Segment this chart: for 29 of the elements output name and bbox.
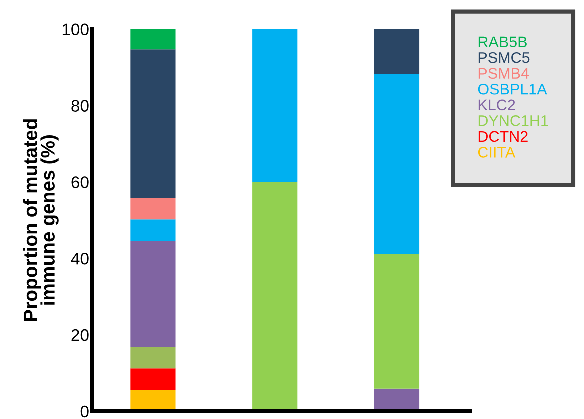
bar (374, 74, 420, 254)
y-tick-label: 100 (62, 24, 89, 36)
text: DYNC1H1 (478, 116, 548, 126)
bar (130, 241, 176, 348)
y-tick-label: 80 (72, 100, 89, 112)
text: KLC2 (478, 100, 516, 111)
y-tick-label: 60 (72, 176, 89, 188)
bar (130, 368, 176, 390)
y-axis-title: Proportion of mutated immune genes (%) (23, 120, 59, 322)
text: RAB5B (478, 36, 527, 48)
bar (130, 220, 176, 242)
bar (130, 390, 176, 412)
text: PSMC5 (478, 52, 530, 64)
bar (374, 254, 420, 389)
text: PSMB4 (478, 68, 530, 80)
bar (374, 29, 420, 74)
text: OSBPL1A (478, 84, 548, 95)
bar (130, 29, 176, 50)
y-tick-label: 20 (72, 329, 89, 342)
y-tick-label: 40 (71, 253, 89, 265)
bar (130, 347, 176, 369)
y-tick-label: 0 (80, 406, 89, 418)
bar (252, 29, 298, 182)
bar (130, 50, 176, 198)
bar (252, 182, 298, 412)
bar (130, 198, 176, 220)
bar (374, 388, 420, 412)
text: DCTN2 (478, 131, 528, 142)
text: CIITA (478, 147, 516, 158)
